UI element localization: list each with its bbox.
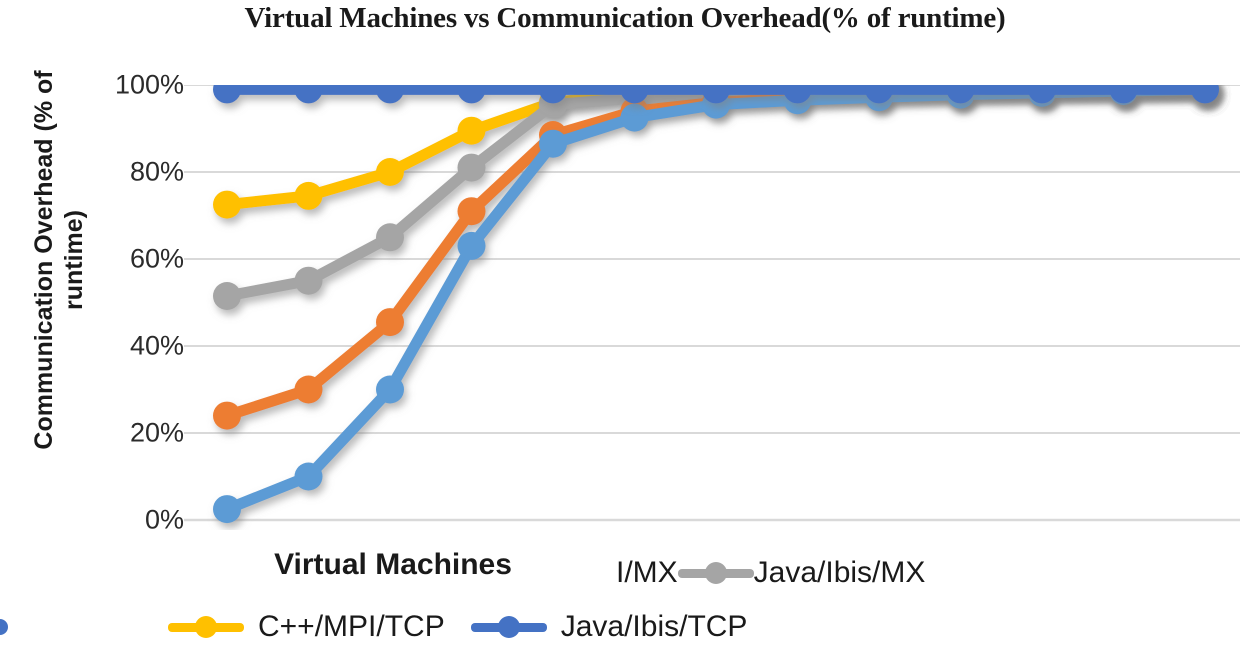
legend-marker-cpp-mpi-tcp [195, 616, 217, 638]
data-point[interactable] [376, 223, 404, 252]
data-point[interactable] [213, 401, 241, 430]
y-axis-tick-label: 100% [114, 69, 184, 100]
legend-label-cpp-mpi-tcp: C++/MPI/TCP [258, 610, 445, 643]
legend-swatch-java-ibis-mx[interactable] [677, 560, 754, 586]
legend-marker-java-ibis-mx [704, 562, 727, 584]
data-point[interactable] [213, 85, 241, 104]
x-axis-title: Virtual Machines [274, 548, 512, 581]
y-axis-tick-label: 80% [129, 156, 184, 187]
data-point[interactable] [294, 181, 323, 210]
legend-label-cpp-mpi-mx: I/MX [616, 556, 678, 589]
data-point[interactable] [213, 190, 241, 219]
data-point[interactable] [457, 85, 486, 104]
gridlines [184, 85, 1240, 522]
plot-area [184, 85, 1240, 525]
data-point[interactable] [620, 85, 649, 104]
data-point[interactable] [213, 282, 241, 310]
data-point[interactable] [1028, 85, 1056, 104]
legend-label-java-ibis-tcp: Java/Ibis/TCP [560, 610, 748, 643]
y-axis-tick-label: 0% [144, 504, 184, 535]
y-axis-tick-labels: 100% 80% 60% 40% 20% 0% [92, 0, 184, 657]
data-point[interactable] [294, 85, 323, 104]
legend-swatch-java-ibis-tcp[interactable] [470, 614, 547, 640]
data-point[interactable] [294, 462, 323, 491]
legend-marker-java-ibis-tcp [497, 616, 520, 638]
series-lines [213, 85, 1219, 524]
series-line [221, 85, 1211, 515]
data-point[interactable] [539, 129, 567, 158]
data-point[interactable] [620, 103, 649, 132]
data-point[interactable] [376, 158, 404, 186]
data-point[interactable] [213, 495, 241, 524]
data-point[interactable] [294, 266, 323, 295]
series-java-ibis-mx [213, 85, 1219, 310]
y-axis-tick-label: 20% [129, 417, 184, 448]
data-point[interactable] [376, 85, 404, 104]
series-line [221, 85, 1211, 302]
y-axis-title-line-2: runtime) [60, 210, 88, 310]
y-axis-title-line-1: Communication Overhead (% of [30, 70, 58, 450]
series-java-ibis-tcp [213, 85, 1219, 104]
data-point[interactable] [1191, 85, 1219, 104]
data-point[interactable] [457, 153, 486, 182]
data-point[interactable] [457, 231, 486, 260]
y-axis-tick-label: 40% [129, 330, 184, 361]
data-point[interactable] [1109, 85, 1138, 104]
y-axis-tick-label: 60% [129, 243, 184, 274]
data-point[interactable] [376, 308, 404, 337]
data-point[interactable] [457, 116, 486, 145]
data-point[interactable] [783, 85, 812, 104]
y-axis-title: Communication Overhead (% of runtime) [29, 25, 89, 495]
legend-row-1: I/MX Java/Ibis/MX [616, 549, 925, 597]
plot-svg [184, 85, 1240, 524]
legend-label-java-ibis-mx: Java/Ibis/MX [753, 556, 926, 589]
series-java-ibis-tcp-low [213, 85, 1219, 524]
series-line [221, 85, 1211, 422]
chart-title: Virtual Machines vs Communication Overhe… [244, 2, 1006, 34]
data-point[interactable] [946, 85, 975, 104]
data-point[interactable] [702, 85, 730, 104]
legend-swatch-cpp-mpi-tcp[interactable] [168, 614, 244, 640]
data-point[interactable] [865, 85, 893, 104]
data-point[interactable] [539, 85, 567, 104]
legend-marker-partial [0, 619, 8, 635]
data-point[interactable] [294, 375, 323, 404]
data-point[interactable] [457, 197, 486, 226]
chart-legend: I/MX Java/Ibis/MX C++/MPI/TCP Java/Ibis/… [0, 545, 1250, 657]
data-point[interactable] [376, 375, 404, 404]
legend-row-2: C++/MPI/TCP Java/Ibis/TCP [168, 603, 747, 651]
